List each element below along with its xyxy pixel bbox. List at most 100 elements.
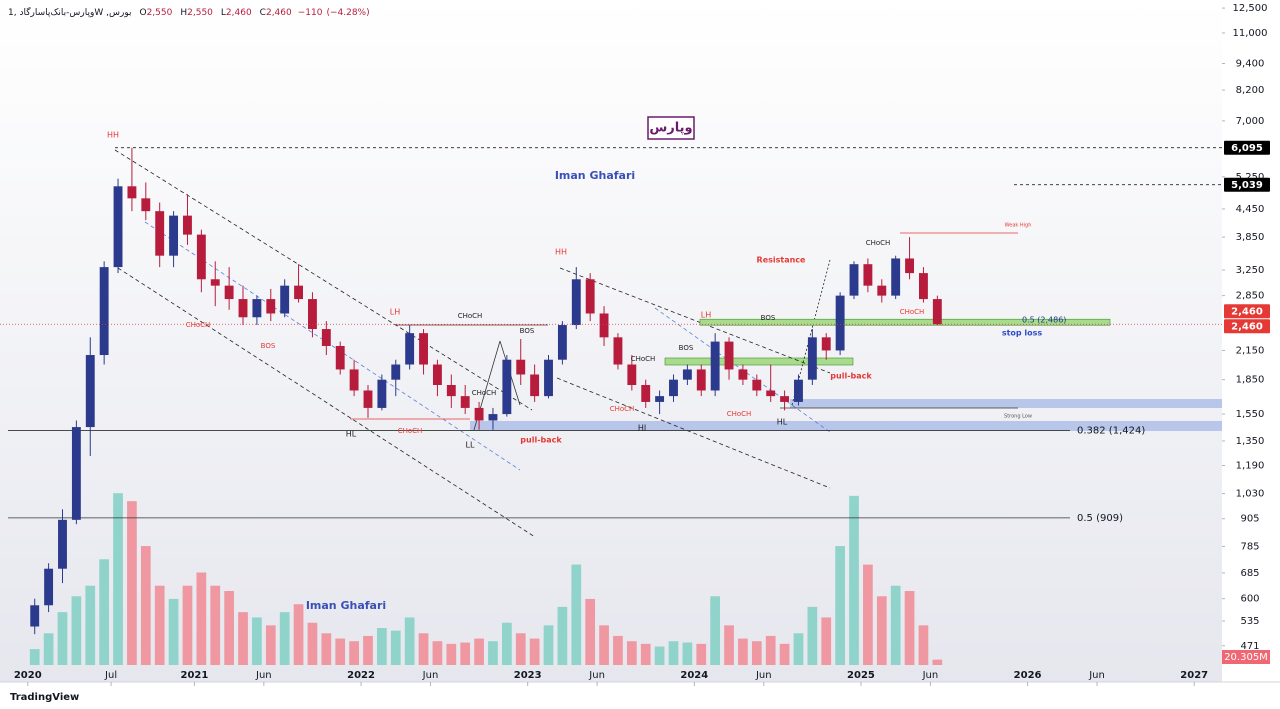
- candle-body: [766, 390, 776, 397]
- candle-body: [752, 379, 762, 391]
- volume-bar: [349, 641, 359, 665]
- annotation: HI: [638, 424, 646, 433]
- candle-body: [432, 364, 442, 386]
- annotation: CHoCH: [472, 389, 497, 397]
- candle-body: [266, 299, 276, 314]
- candle-body: [918, 273, 928, 300]
- x-tick-label: Jun: [588, 670, 605, 681]
- y-tick-label: 5,250: [1236, 172, 1265, 183]
- annotation: LH: [701, 311, 711, 320]
- candle-body: [294, 285, 304, 300]
- ohlc-key: H: [180, 8, 187, 18]
- volume-bar: [571, 564, 582, 665]
- volume-bar: [904, 591, 915, 665]
- volume-bar: [182, 585, 193, 665]
- annotation: CHoCH: [900, 308, 925, 316]
- fib-label: 0.382 (1,424): [1077, 426, 1145, 437]
- y-tick-label: 1,190: [1236, 460, 1265, 471]
- x-tick-label: 2026: [1014, 670, 1042, 681]
- candle-body: [419, 333, 428, 365]
- volume-bar: [821, 617, 832, 665]
- volume-bar: [751, 641, 762, 665]
- annotation: HH: [555, 248, 567, 257]
- x-tick-label: 2020: [14, 670, 42, 681]
- volume-bar: [265, 625, 276, 665]
- candle-body: [321, 329, 331, 346]
- volume-bar: [932, 659, 943, 665]
- annotation: CHoCH: [398, 427, 423, 435]
- volume-bar: [43, 633, 54, 665]
- volume-bar: [168, 598, 179, 665]
- candle-body: [738, 369, 748, 380]
- volume-bar: [404, 617, 415, 665]
- volume-bar: [196, 572, 207, 665]
- annotation: CHoCH: [866, 239, 891, 247]
- y-tick-label: 1,030: [1236, 489, 1265, 500]
- candle-body: [516, 359, 526, 375]
- x-tick-label: 2024: [680, 670, 708, 681]
- header: وپارس-بانک‌پاسارگاد ,1W ,بورس O2,550 H2,55…: [8, 6, 370, 18]
- volume-bar: [252, 617, 262, 665]
- candle-body: [391, 364, 401, 380]
- volume-bar: [279, 612, 290, 665]
- volume-bar: [57, 612, 68, 665]
- candle-body: [85, 355, 95, 428]
- x-tick-label: Jun: [255, 670, 272, 681]
- volume-bar: [668, 641, 679, 665]
- candle-body: [335, 345, 345, 370]
- ohlc-key: C: [260, 8, 266, 18]
- ohlc-key: O: [139, 8, 146, 18]
- volume-bar: [543, 625, 554, 665]
- candle-body: [141, 198, 151, 212]
- candle-body: [585, 279, 595, 314]
- candle-body: [127, 186, 137, 199]
- volume-bar: [446, 643, 457, 665]
- price-tag: [1224, 177, 1270, 192]
- volume-bar: [863, 564, 873, 665]
- y-tick-label: 905: [1240, 514, 1259, 525]
- zones: [470, 357, 1222, 431]
- volume-bar: [849, 495, 859, 665]
- y-tick-label: 1,550: [1236, 409, 1265, 420]
- volume-bar: [29, 649, 40, 665]
- volume-bar: [724, 625, 734, 665]
- candle-body: [557, 325, 567, 360]
- volume-bar: [765, 635, 776, 665]
- fib-label: 0.5 (2,486): [1022, 316, 1066, 325]
- volume-bar: [682, 642, 693, 665]
- volume-bar: [626, 641, 637, 665]
- change-pct: (−4.28%): [326, 8, 369, 18]
- candle-body: [71, 427, 81, 520]
- candle-body: [544, 359, 553, 397]
- volume-bar: [127, 501, 137, 665]
- volume-bar: [793, 633, 804, 665]
- ohlc-key: L: [221, 8, 226, 18]
- volume-bar: [807, 606, 818, 665]
- x-tick-label: Jun: [422, 670, 439, 681]
- candle-body: [474, 407, 484, 421]
- volume-bar: [738, 638, 748, 665]
- volume-bar: [710, 596, 721, 665]
- candle-body: [696, 369, 706, 391]
- price-tag-label: 6,095: [1231, 143, 1263, 154]
- candle-body: [613, 337, 623, 365]
- branding: TradingView: [10, 692, 79, 703]
- price-tag: [1224, 140, 1270, 155]
- volume-bar: [85, 585, 96, 665]
- candle-body: [377, 379, 387, 408]
- x-tick-label: Jun: [1088, 670, 1105, 681]
- annotation: pull-back: [520, 436, 562, 445]
- y-tick-label: 685: [1240, 568, 1259, 579]
- chart-title: وپارس: [649, 121, 692, 136]
- candle-body: [669, 379, 678, 397]
- support-zone: [664, 357, 854, 366]
- y-tick-label: 600: [1240, 594, 1259, 605]
- candle-body: [224, 285, 234, 300]
- plot-background: [0, 0, 1222, 682]
- volume-bar: [140, 546, 151, 665]
- volume-tag-label: 20.305M: [1224, 652, 1268, 663]
- annotation: LH: [390, 308, 400, 317]
- y-tick-label: 8,200: [1236, 85, 1265, 96]
- price-tag-label: 5,039: [1231, 180, 1263, 191]
- volume-bar: [377, 628, 387, 665]
